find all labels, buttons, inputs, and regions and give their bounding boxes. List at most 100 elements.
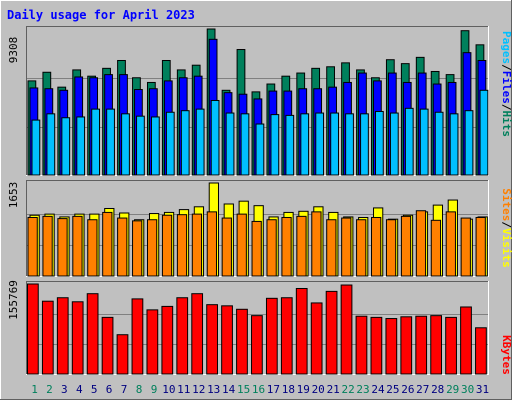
sites-bar (132, 220, 143, 277)
pages-bar (240, 113, 250, 176)
kbytes-bar (206, 304, 218, 375)
legend-kbytes: KBytes (500, 335, 512, 375)
pages-bar (464, 110, 474, 176)
pages-bar (389, 112, 399, 176)
x-tick-label: 21 (327, 383, 340, 396)
pages-bar (345, 113, 354, 176)
pages-bar (46, 113, 56, 176)
sites-bar (221, 217, 232, 277)
pages-bar (225, 112, 235, 176)
x-tick-label: 6 (106, 383, 113, 396)
x-tick-label: 12 (192, 383, 205, 396)
pages-bar (165, 111, 175, 176)
x-tick-label: 24 (371, 383, 385, 396)
x-tick-label: 20 (312, 383, 325, 396)
sites-bar (191, 213, 203, 277)
sites-bar (371, 216, 382, 277)
sites-bar (57, 218, 68, 277)
kbytes-bar (445, 316, 457, 375)
top-max-label: 9308 (7, 37, 20, 64)
legend-sites: Sites (500, 188, 512, 221)
kbytes-bar (340, 284, 353, 375)
x-tick-label: 25 (386, 383, 399, 396)
sites-bar (475, 216, 486, 277)
sites-bar (176, 214, 188, 277)
x-tick-label: 19 (297, 383, 310, 396)
sites-bar (356, 219, 367, 277)
x-tick-label: 31 (476, 383, 489, 396)
x-tick-label: 17 (267, 383, 280, 396)
sites-bar (415, 210, 427, 277)
kbytes-bar (475, 327, 487, 375)
bottom-legend: KBytes (500, 335, 512, 375)
pages-bar (121, 113, 130, 176)
pages-bar (180, 110, 190, 176)
kbytes-bar (460, 306, 472, 375)
kbytes-bar (191, 293, 204, 375)
legend-pages: Pages (500, 31, 512, 64)
kbytes-bar (430, 315, 443, 375)
x-tick-label: 27 (416, 383, 429, 396)
sites-bar (102, 211, 113, 277)
x-tick-label: 16 (252, 383, 265, 396)
top-legend: Pages/Files/Hits (500, 31, 512, 137)
middle-legend: Sites/Visits (500, 188, 512, 268)
kbytes-bar (236, 308, 248, 375)
kbytes-bar (71, 301, 84, 375)
kbytes-bar (355, 315, 368, 375)
sites-bar (266, 219, 277, 277)
pages-bar (150, 116, 160, 176)
kbytes-bar (251, 315, 263, 375)
pages-bar (61, 117, 71, 176)
sites-bar (72, 215, 83, 277)
x-tick-label: 2 (46, 383, 53, 396)
x-tick-label: 30 (461, 383, 474, 396)
x-tick-label: 4 (76, 383, 83, 396)
kbytes-bar (415, 315, 428, 375)
kbytes-bar (41, 300, 54, 375)
x-tick-label: 7 (121, 383, 128, 396)
sites-bar (27, 216, 38, 277)
kbytes-bar (385, 318, 398, 375)
sites-bar (146, 219, 158, 277)
pages-bar (210, 99, 220, 176)
chart-title: Daily usage for April 2023 (7, 8, 195, 22)
kbytes-bar (370, 316, 383, 375)
bottom-max-label: 155769 (7, 280, 20, 320)
legend-files: Files (500, 71, 512, 104)
x-tick-label: 29 (446, 383, 459, 396)
kbytes-bar (310, 302, 323, 375)
kbytes-bar (325, 290, 338, 375)
sites-bar (42, 215, 53, 277)
pages-bar (330, 112, 339, 176)
x-tick-label: 9 (151, 383, 158, 396)
middle-max-label: 1653 (7, 182, 20, 209)
kbytes-bar (265, 297, 278, 375)
legend-visits: Visits (500, 228, 512, 268)
sites-bar (251, 220, 262, 277)
kbytes-bar (131, 298, 144, 375)
pages-bar (91, 108, 101, 176)
legend-sep-2: / (500, 104, 512, 111)
pages-bar (360, 113, 369, 176)
sites-bar (326, 219, 337, 277)
sites-bar (281, 216, 292, 277)
x-tick-label: 10 (162, 383, 175, 396)
x-tick-label: 22 (341, 383, 354, 396)
pages-bar (419, 108, 429, 176)
x-tick-label: 11 (177, 383, 190, 396)
kbytes-bar (56, 297, 69, 375)
x-tick-label: 14 (222, 383, 236, 396)
sites-bar (236, 213, 247, 277)
sites-bar (430, 219, 442, 277)
pages-bar (434, 111, 444, 176)
sites-bar (161, 214, 173, 277)
x-tick-label: 28 (431, 383, 444, 396)
pages-bar (285, 114, 295, 176)
pages-bar (375, 110, 384, 176)
sites-bar (400, 215, 412, 277)
kbytes-bar (280, 297, 293, 375)
sites-bar (296, 215, 307, 277)
pages-bar (136, 115, 145, 176)
